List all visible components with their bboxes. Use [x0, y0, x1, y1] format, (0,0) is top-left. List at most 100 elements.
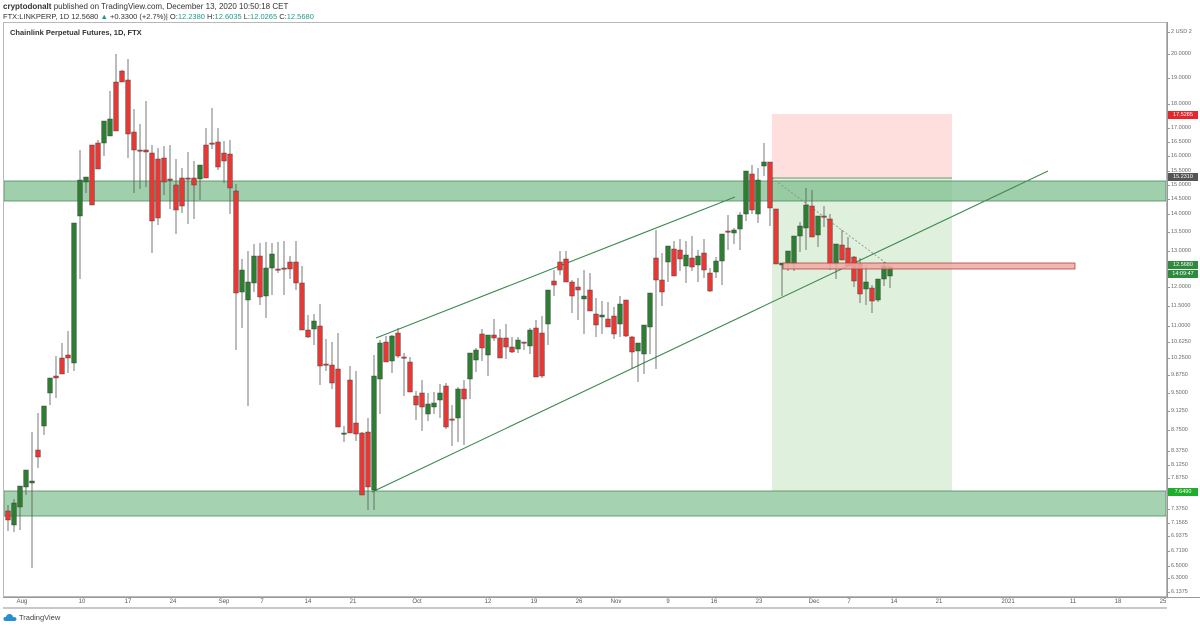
bearish-candle	[821, 215, 827, 218]
x-tick-label: 21	[349, 599, 357, 605]
x-tick-label: 7	[260, 599, 264, 605]
bearish-candle	[149, 152, 155, 222]
bearish-candle	[449, 418, 455, 421]
bullish-candle	[431, 402, 437, 408]
bullish-candle	[47, 377, 53, 394]
bearish-candle	[551, 280, 557, 286]
bearish-candle	[383, 341, 389, 363]
bullish-candle	[713, 260, 719, 273]
bearish-candle	[869, 287, 875, 302]
support-zone[interactable]	[4, 490, 1166, 517]
x-tick-label: 14	[304, 599, 312, 605]
bearish-candle	[65, 354, 71, 359]
y-tick-label: 8.3750	[1167, 448, 1188, 454]
bearish-candle	[95, 142, 101, 170]
bearish-candle	[167, 178, 173, 181]
open-value: 12.2380	[177, 12, 205, 21]
price-tag: 14:09:47	[1168, 270, 1198, 278]
wedge-lower-trendline[interactable]	[371, 170, 1049, 493]
bearish-candle	[839, 244, 845, 261]
bullish-candle	[785, 250, 791, 264]
wedge-upper-trendline[interactable]	[375, 196, 736, 339]
price-tag: 7.6490	[1168, 488, 1198, 496]
bearish-candle	[227, 153, 233, 189]
bearish-candle	[395, 332, 401, 357]
y-tick-label: 8.7500	[1167, 427, 1188, 433]
take-profit-zone[interactable]	[772, 178, 952, 491]
bearish-candle	[491, 334, 497, 339]
bullish-candle	[719, 233, 725, 262]
resistance-zone[interactable]	[4, 180, 1166, 202]
close-value: 12.5680	[286, 12, 314, 21]
bearish-candle	[155, 158, 161, 219]
bearish-candle	[557, 261, 563, 271]
bearish-candle	[677, 249, 683, 260]
bearish-candle	[365, 431, 371, 488]
x-tick-label: 14	[890, 599, 898, 605]
bullish-candle	[755, 179, 761, 215]
stop-loss-zone[interactable]	[772, 114, 952, 178]
bullish-candle	[485, 334, 491, 356]
bearish-candle	[575, 286, 581, 291]
bearish-candle	[497, 337, 503, 359]
author-name[interactable]: cryptodonalt	[3, 2, 52, 11]
bearish-candle	[257, 255, 263, 298]
bullish-candle	[743, 170, 749, 215]
y-tick-label: 20.0000	[1167, 51, 1191, 57]
time-axis[interactable]: Aug 10 17 24 Sep 7 14 21 Oct 12 19 26 Nov 9 16 23 Dec 7 14…	[3, 597, 1200, 608]
low-value: 12.0265	[250, 12, 278, 21]
bearish-candle	[179, 177, 185, 207]
bullish-candle	[377, 342, 383, 380]
bearish-candle	[653, 257, 659, 281]
bullish-candle	[617, 303, 623, 325]
bullish-candle	[731, 229, 737, 234]
bullish-candle	[77, 179, 83, 217]
bearish-candle	[773, 208, 779, 265]
bullish-candle	[581, 295, 587, 300]
tradingview-logo[interactable]: TradingView	[3, 613, 60, 622]
y-tick-label: 7.1565	[1167, 520, 1188, 526]
y-tick-label: 10.2500	[1167, 355, 1191, 361]
x-tick-label: 2021	[1001, 599, 1015, 605]
y-tick-label: 17.0000	[1167, 125, 1191, 131]
y-tick-label: 6.1375	[1167, 589, 1188, 595]
bearish-candle	[287, 261, 293, 270]
change-value: +0.3300 (+2.7%)	[109, 12, 166, 21]
bullish-candle	[635, 342, 641, 352]
bullish-candle	[737, 214, 743, 230]
y-tick-label: 16.0000	[1167, 153, 1191, 159]
x-tick-label: 18	[1114, 599, 1122, 605]
time-scrollbar[interactable]	[3, 607, 1167, 609]
bearish-candle	[125, 79, 131, 135]
x-tick-label: Aug	[16, 599, 28, 605]
x-tick-label: 7	[847, 599, 851, 605]
bullish-candle	[473, 349, 479, 361]
bullish-candle	[875, 278, 881, 301]
bearish-candle	[611, 315, 617, 335]
y-tick-label: 6.5000	[1167, 563, 1188, 569]
y-tick-label: 11.0000	[1166, 323, 1191, 329]
bearish-candle	[281, 267, 287, 270]
bearish-candle	[53, 375, 59, 379]
chart-pane[interactable]	[3, 22, 1167, 597]
bullish-candle	[803, 204, 809, 229]
bullish-candle	[815, 215, 821, 236]
x-tick-label: 17	[124, 599, 132, 605]
bullish-candle	[17, 485, 23, 508]
horizontal-ray-resistance[interactable]	[782, 262, 1076, 270]
bullish-candle	[545, 289, 551, 325]
bearish-candle	[5, 510, 11, 521]
bullish-candle	[41, 405, 47, 427]
close-label: C:	[279, 12, 287, 21]
price-axis[interactable]	[1167, 22, 1200, 597]
bullish-candle	[647, 292, 653, 328]
bearish-candle	[317, 325, 323, 367]
bullish-candle	[245, 281, 251, 301]
y-tick-label: 16.5000	[1167, 139, 1191, 145]
bearish-candle	[335, 368, 341, 428]
bearish-candle	[605, 318, 611, 328]
y-tick-label: 18.0000	[1167, 101, 1191, 107]
bullish-candle	[311, 320, 317, 330]
x-tick-label: 10	[78, 599, 86, 605]
